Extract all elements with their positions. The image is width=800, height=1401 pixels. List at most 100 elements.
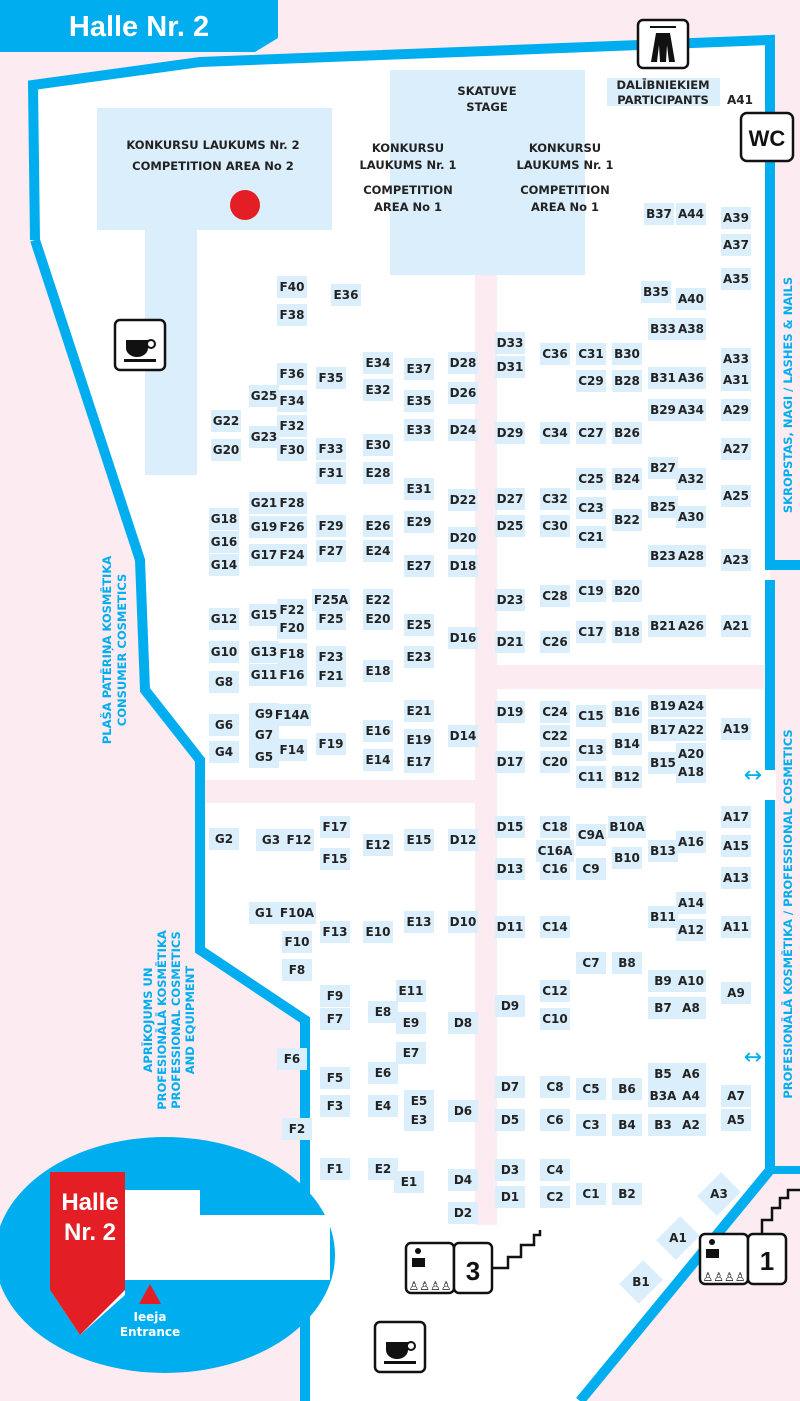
booth-c19[interactable]: C19 [576,580,606,602]
booth-f24[interactable]: F24 [277,544,307,566]
booth-c4[interactable]: C4 [540,1159,570,1181]
booth-g5[interactable]: G5 [249,746,279,768]
booth-d14[interactable]: D14 [448,725,478,747]
booth-a40[interactable]: A40 [676,288,706,310]
booth-a33[interactable]: A33 [721,348,751,370]
booth-a38[interactable]: A38 [676,318,706,340]
booth-g11[interactable]: G11 [249,664,279,686]
booth-b2[interactable]: B2 [612,1183,642,1205]
booth-a30[interactable]: A30 [676,506,706,528]
booth-f32[interactable]: F32 [277,415,307,437]
booth-a32[interactable]: A32 [676,468,706,490]
booth-f9[interactable]: F9 [320,985,350,1007]
booth-a35[interactable]: A35 [721,268,751,290]
booth-g16[interactable]: G16 [209,531,239,553]
booth-g17[interactable]: G17 [249,544,279,566]
booth-f10[interactable]: F10 [282,931,312,953]
booth-a34[interactable]: A34 [676,399,706,421]
booth-b1[interactable]: B1 [619,1260,663,1304]
booth-g7[interactable]: G7 [249,724,279,746]
booth-d23[interactable]: D23 [495,589,525,611]
booth-f8[interactable]: F8 [282,959,312,981]
booth-e27[interactable]: E27 [404,555,434,577]
booth-f12[interactable]: F12 [284,829,314,851]
booth-d17[interactable]: D17 [495,751,525,773]
booth-f16[interactable]: F16 [277,664,307,686]
booth-f23[interactable]: F23 [316,646,346,668]
booth-c34[interactable]: C34 [540,422,570,444]
booth-a2[interactable]: A2 [676,1114,706,1136]
booth-f7[interactable]: F7 [320,1008,350,1030]
booth-a15[interactable]: A15 [721,835,751,857]
booth-e3[interactable]: E3 [404,1109,434,1131]
booth-e21[interactable]: E21 [404,700,434,722]
booth-b26[interactable]: B26 [612,422,642,444]
booth-e15[interactable]: E15 [404,829,434,851]
booth-f27[interactable]: F27 [316,540,346,562]
booth-e31[interactable]: E31 [404,478,434,500]
booth-b6[interactable]: B6 [612,1078,642,1100]
booth-a20[interactable]: A20 [676,743,706,765]
booth-f21[interactable]: F21 [316,665,346,687]
booth-b12[interactable]: B12 [612,766,642,788]
booth-a29[interactable]: A29 [721,399,751,421]
booth-b23[interactable]: B23 [648,545,678,567]
booth-f29[interactable]: F29 [316,515,346,537]
booth-e20[interactable]: E20 [363,608,393,630]
booth-d21[interactable]: D21 [495,631,525,653]
booth-e5[interactable]: E5 [404,1090,434,1112]
booth-c9a[interactable]: C9A [576,824,606,846]
booth-a14[interactable]: A14 [676,892,706,914]
booth-e34[interactable]: E34 [363,352,393,374]
booth-f2[interactable]: F2 [282,1118,312,1140]
booth-d8[interactable]: D8 [448,1012,478,1034]
booth-a25[interactable]: A25 [721,485,751,507]
booth-c16[interactable]: C16 [540,858,570,880]
booth-a37[interactable]: A37 [721,234,751,256]
booth-a6[interactable]: A6 [676,1063,706,1085]
booth-a13[interactable]: A13 [721,867,751,889]
booth-f25[interactable]: F25 [316,608,346,630]
booth-e36[interactable]: E36 [331,284,361,306]
booth-g19[interactable]: G19 [249,516,279,538]
booth-e32[interactable]: E32 [363,379,393,401]
booth-e11[interactable]: E11 [396,980,426,1002]
booth-d9[interactable]: D9 [495,995,525,1017]
booth-e18[interactable]: E18 [363,660,393,682]
booth-c25[interactable]: C25 [576,468,606,490]
booth-b17[interactable]: B17 [648,719,678,741]
booth-c22[interactable]: C22 [540,725,570,747]
booth-f28[interactable]: F28 [277,492,307,514]
booth-a11[interactable]: A11 [721,916,751,938]
booth-c2[interactable]: C2 [540,1186,570,1208]
booth-g22[interactable]: G22 [211,410,241,432]
booth-g10[interactable]: G10 [209,641,239,663]
booth-a22[interactable]: A22 [676,719,706,741]
booth-b3a[interactable]: B3A [648,1085,678,1107]
booth-c11[interactable]: C11 [576,766,606,788]
booth-d1[interactable]: D1 [495,1186,525,1208]
booth-g8[interactable]: G8 [209,671,239,693]
booth-b24[interactable]: B24 [612,468,642,490]
booth-d19[interactable]: D19 [495,701,525,723]
booth-f15[interactable]: F15 [320,848,350,870]
booth-g3[interactable]: G3 [256,829,286,851]
booth-a39[interactable]: A39 [721,207,751,229]
booth-d20[interactable]: D20 [448,527,478,549]
booth-e28[interactable]: E28 [363,462,393,484]
booth-b33[interactable]: B33 [648,318,678,340]
booth-d31[interactable]: D31 [495,356,525,378]
booth-c6[interactable]: C6 [540,1109,570,1131]
booth-f34[interactable]: F34 [277,390,307,412]
booth-b3[interactable]: B3 [648,1114,678,1136]
booth-c12[interactable]: C12 [540,980,570,1002]
booth-a44[interactable]: A44 [676,203,706,225]
booth-e29[interactable]: E29 [404,511,434,533]
booth-g12[interactable]: G12 [209,608,239,630]
booth-d2[interactable]: D2 [448,1202,478,1224]
booth-g15[interactable]: G15 [249,604,279,626]
booth-a5[interactable]: A5 [721,1109,751,1131]
booth-e35[interactable]: E35 [404,390,434,412]
booth-b10[interactable]: B10 [612,847,642,869]
booth-b22[interactable]: B22 [612,509,642,531]
